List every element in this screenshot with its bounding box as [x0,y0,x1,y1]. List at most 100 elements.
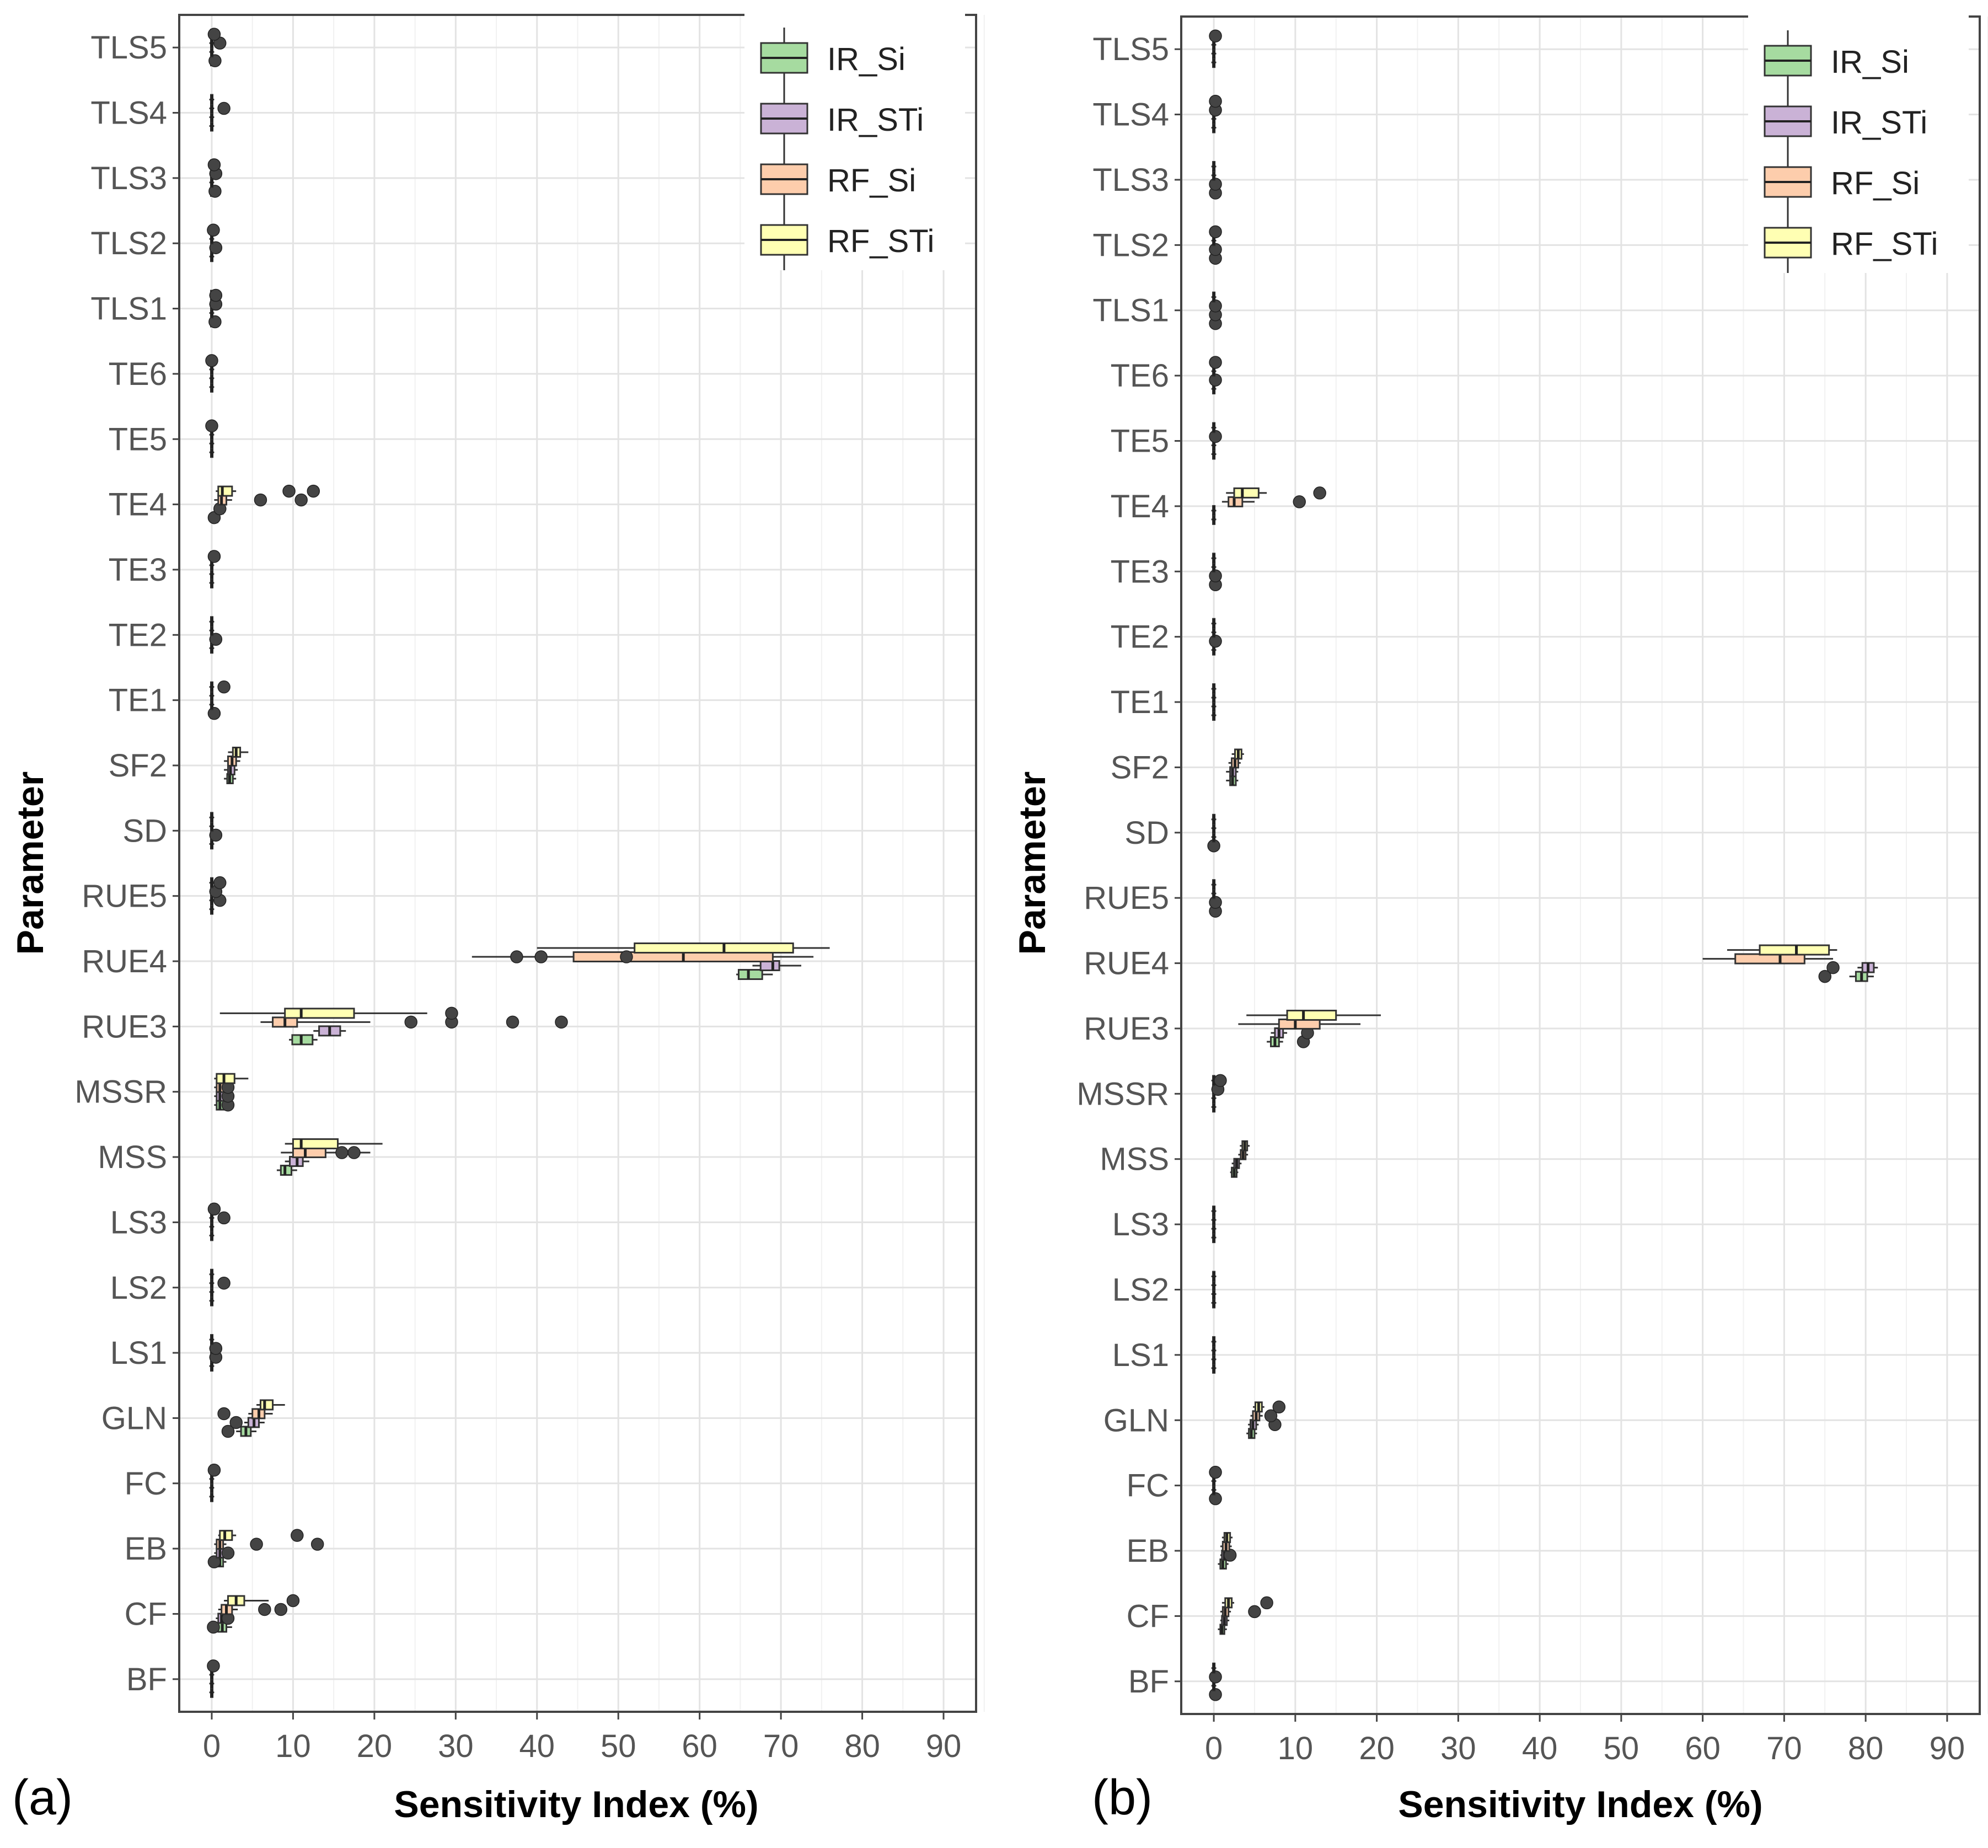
y-tick-label: TLS1 [90,291,167,327]
box-RF_STi-TE2 [209,616,215,628]
box-IR_STi-LS3 [1211,1223,1217,1235]
box-RF_STi-GLN [256,1399,285,1411]
box-IR_Si-TE1 [207,706,221,720]
box-RF_Si-RUE3 [1238,1018,1361,1030]
y-tick-label: SF2 [109,748,167,784]
box-RF_STi-LS1 [209,1334,215,1346]
outlier-point [217,1277,231,1290]
box-IR_STi-TLS5 [1211,48,1217,60]
outlier-point [221,1424,235,1438]
box-IR_STi-LS1 [209,1351,223,1364]
box-RF_STi-CF [1221,1596,1273,1610]
y-tick-label: TE4 [109,487,167,523]
y-tick-label: TE5 [109,421,167,457]
y-tick-label: GLN [101,1400,167,1436]
box-IR_Si-BF [209,1686,215,1698]
box-RF_STi-TE5 [1211,422,1217,433]
legend-item-IR_Si: IR_Si [1764,30,1909,91]
outlier-point [208,315,222,329]
outlier-point [404,1015,417,1029]
box-IR_STi-TE5 [209,438,215,449]
outlier-point [555,1015,568,1029]
outlier-point [1826,961,1840,974]
x-tick-label: 40 [519,1728,555,1764]
box-RF_Si-TE1 [1211,692,1217,704]
x-tick-label: 10 [1278,1731,1314,1766]
box-RF_STi-MSS [285,1138,383,1150]
y-tick-label: TLS5 [1092,31,1169,67]
y-tick-label: RUE4 [1084,946,1169,982]
box [1759,944,1830,956]
box-IR_STi-RUE4 [1826,961,1878,974]
box [292,1138,339,1150]
legend: IR_Si IR_STi RF_Si RF_STi [1748,14,1969,273]
outlier-point [229,1416,243,1429]
box-RF_STi-TLS3 [207,158,221,172]
outlier-point [207,550,221,563]
legend: IR_Si IR_STi RF_Si RF_STi [744,11,965,270]
box-RF_STi-TE1 [1211,683,1217,695]
box-IR_Si-LS1 [1211,1362,1217,1374]
outlier-point [258,1603,271,1616]
legend-item-RF_Si: RF_Si [760,149,916,210]
box-RF_STi-GLN [1253,1400,1286,1414]
box-IR_Si-MSSR [214,1098,235,1112]
box-IR_STi-CF [216,1611,235,1625]
box [759,960,780,972]
x-tick-label: 90 [1930,1731,1965,1766]
box-RF_STi-EB [218,1529,304,1542]
box-RF_STi-RUE5 [1211,879,1217,891]
box-IR_STi-LS2 [1211,1288,1217,1300]
box [737,969,763,981]
outlier-point [207,706,221,720]
y-tick-label: TE6 [1111,358,1169,394]
box-IR_STi-SF2 [224,764,238,775]
box-IR_Si-RUE4 [1818,969,1874,983]
series-RF_STi [1209,29,1837,1674]
outlier-point [209,1342,223,1355]
x-axis-title: Sensitivity Index (%) [1398,1783,1762,1825]
box-RF_STi-FC [207,1464,221,1477]
box-IR_Si-GLN [1246,1428,1257,1439]
box-RF_STi-BF [207,1659,220,1673]
box-RF_STi-TE4 [216,484,320,498]
box-RF_Si-MSS [1238,1149,1248,1160]
y-tick-label: CF [125,1596,167,1632]
x-tick-label: 60 [1685,1731,1721,1766]
outlier-point [291,1529,304,1542]
box [216,1073,235,1084]
box-IR_STi-TE4 [1211,505,1217,516]
box-IR_Si-TE4 [1211,513,1217,525]
box-IR_Si-SD [1207,839,1220,853]
box-IR_Si-LS3 [209,1230,215,1241]
box-RF_STi-BF [1211,1662,1217,1674]
box-RF_STi-SF2 [1231,748,1244,760]
box-IR_Si-EB [207,1555,227,1568]
outlier-point [207,1555,221,1568]
legend-label: IR_STi [827,102,924,138]
outlier-point [310,1538,324,1551]
outlier-point [213,876,227,890]
box-IR_Si-TLS1 [208,315,222,329]
series-IR_STi [1209,48,1878,1691]
box-IR_STi-EB [214,1546,235,1560]
outlier-point [217,1407,231,1421]
box-RF_STi-LS1 [1211,1336,1217,1347]
outlier-point [205,419,218,432]
y-tick-label: BF [1128,1664,1169,1700]
box [1734,953,1805,965]
box-IR_STi-TE2 [209,633,223,646]
x-tick-label: 70 [1766,1731,1802,1766]
box-RF_STi-TE3 [1211,553,1217,564]
y-tick-label: TE3 [109,552,167,588]
y-tick-label: EB [1127,1533,1169,1569]
box-IR_Si-LS2 [1211,1297,1217,1309]
outlier-point [217,101,231,115]
legend-label: RF_STi [1831,226,1938,262]
box-IR_STi-TLS2 [209,241,223,254]
y-tick-label: RUE5 [82,879,167,914]
outlier-point [208,185,222,198]
y-tick-label: LS3 [1112,1207,1169,1242]
box-RF_STi-SF2 [228,746,249,758]
